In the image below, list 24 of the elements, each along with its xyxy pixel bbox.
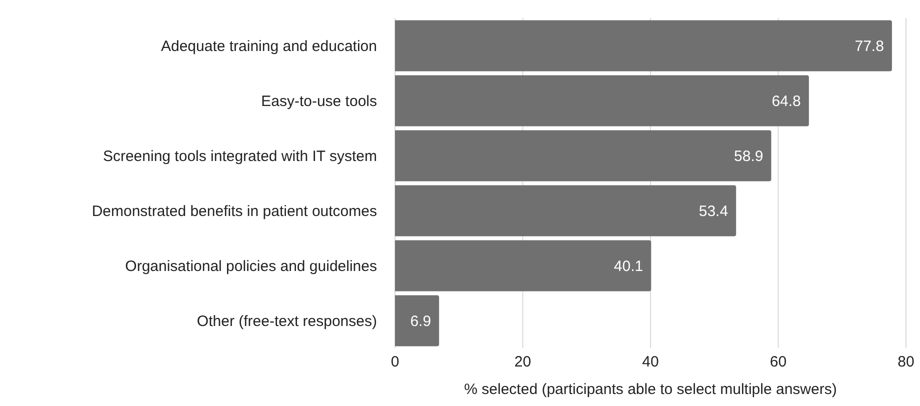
bar [395,240,652,292]
bar [395,20,892,72]
y-tick-label: Organisational policies and guidelines [125,258,377,275]
x-tick-label: 0 [390,354,400,371]
y-tick-label: Screening tools integrated with IT system [102,148,377,165]
bar [395,185,736,236]
data-label: 53.4 [698,203,728,220]
data-label: 64.8 [772,93,801,110]
y-tick-label: Demonstrated benefits in patient outcomes [92,202,377,220]
x-tick-label: 40 [642,354,659,371]
data-label: 58.9 [734,148,764,166]
y-tick-label: Adequate training and education [160,38,377,55]
y-tick-label: Easy-to-use tools [261,92,377,110]
data-label: 77.8 [854,38,884,56]
data-label: 40.1 [614,258,644,276]
y-tick-label: Other (free-text responses) [196,312,377,330]
bar [395,130,772,182]
x-tick-label: 80 [898,354,914,371]
x-axis-title: % selected (participants able to select multiple answers) [464,381,837,398]
bar [395,295,440,346]
x-tick-label: 20 [514,354,532,371]
bar [395,75,809,126]
data-label: 6.9 [410,313,432,330]
x-tick-label: 60 [770,354,787,371]
